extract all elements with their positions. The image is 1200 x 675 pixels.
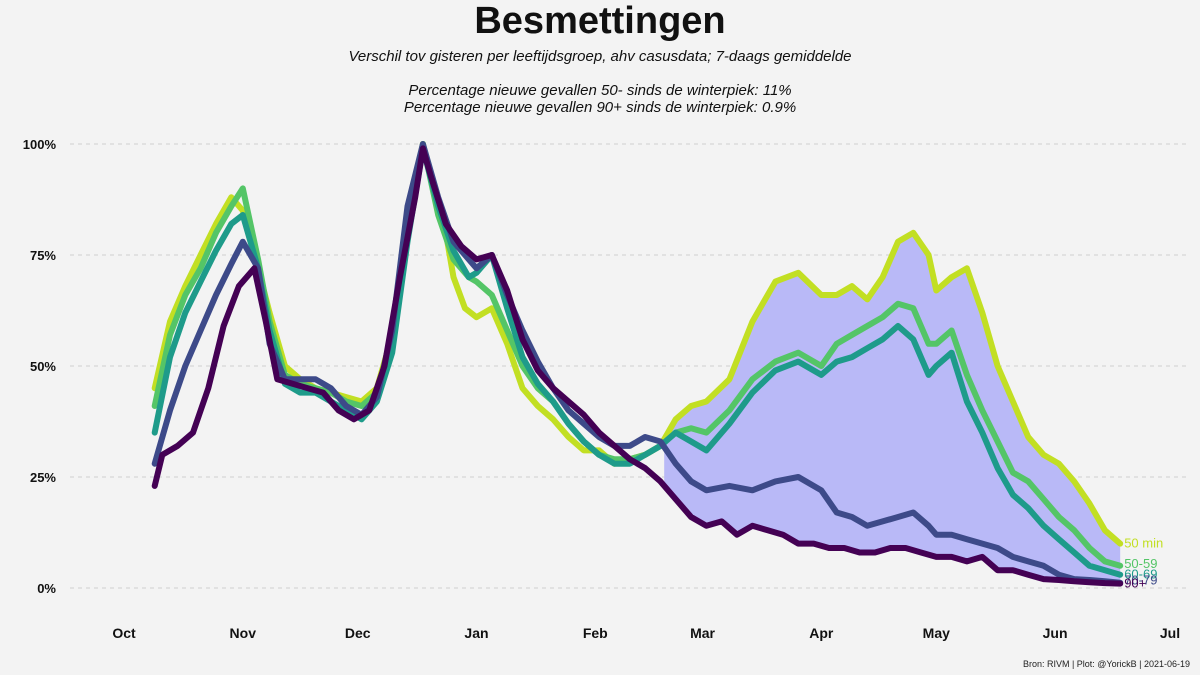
y-tick-label: 50% [30,359,56,374]
x-tick-label: Jun [1043,625,1068,641]
series-end-label: 90+ [1124,576,1146,591]
series-end-label: 70-79 [1124,573,1157,588]
x-tick-label: Jul [1160,625,1180,641]
source-caption: Bron: RIVM | Plot: @YorickB | 2021-06-19 [1022,659,1190,669]
y-tick-label: 100% [23,137,57,152]
x-tick-label: Nov [230,625,257,641]
x-tick-label: May [923,625,950,641]
series-end-label: 50 min [1124,536,1163,551]
y-tick-label: 0% [37,581,56,596]
series-end-label: 50-59 [1124,556,1157,571]
series-line-90plus [151,145,1124,587]
chart-subtitle: Verschil tov gisteren per leeftijdsgroep… [348,48,852,65]
note-90-plus: Percentage nieuwe gevallen 90+ sinds de … [403,99,797,116]
x-tick-label: Oct [112,625,136,641]
chart-title: Besmettingen [474,0,726,42]
x-tick-label: Jan [464,625,488,641]
series-line-60-69 [151,145,1124,578]
x-tick-label: Mar [690,625,715,641]
x-tick-label: Feb [583,625,608,641]
y-tick-label: 25% [30,470,56,485]
x-tick-label: Dec [345,625,371,641]
y-tick-label: 75% [30,248,56,263]
note-under-50: Percentage nieuwe gevallen 50- sinds de … [408,82,792,99]
x-tick-label: Apr [809,625,834,641]
shaded-band [664,232,1121,584]
series-end-label: 60-69 [1124,567,1157,582]
